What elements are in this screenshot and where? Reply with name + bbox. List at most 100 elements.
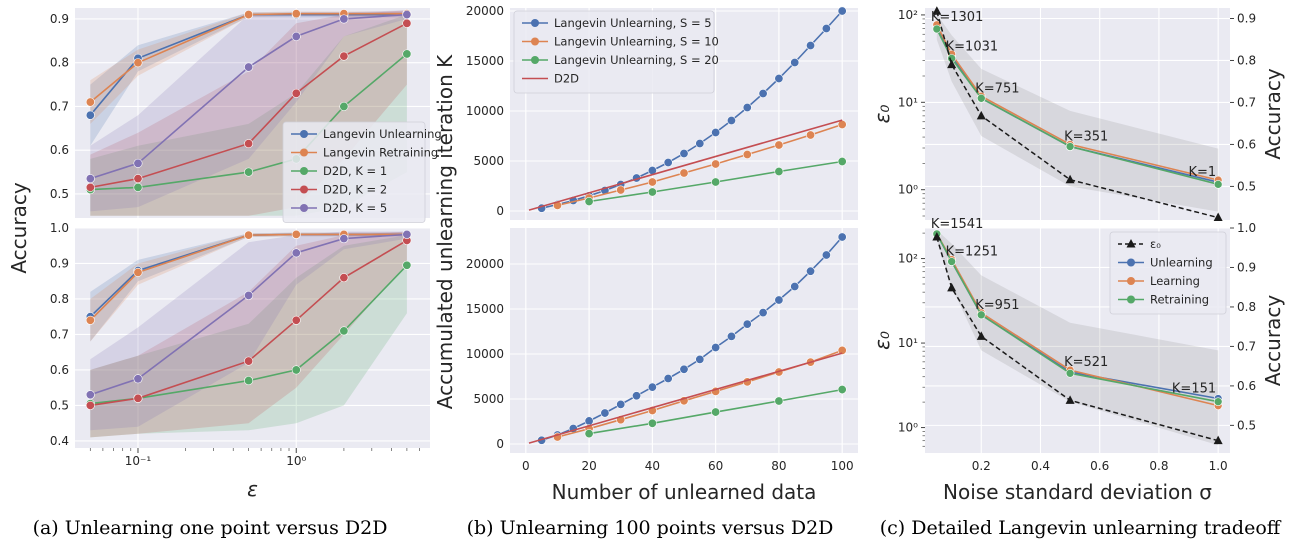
b_bottom-point-blue (632, 391, 642, 401)
a_top-band-orange (90, 11, 407, 124)
b_bottom-point-blue (806, 266, 816, 276)
b_top-point-orange (774, 140, 784, 150)
c_bottom-epsilon-marker (947, 282, 957, 292)
b_bottom-point-blue (821, 250, 831, 260)
b_top-point-blue (774, 74, 784, 84)
a_bottom-point-green (339, 326, 349, 336)
c_bottom-k-annotation: K=151 (1172, 382, 1216, 397)
b_top-point-blue (663, 158, 673, 168)
b_bottom-point-blue (742, 319, 752, 329)
a_bottom-ytick-label: 0.7 (50, 327, 69, 341)
a_bottom-ytick-label: 0.8 (50, 292, 69, 306)
b_top-legend-entry-label: D2D (554, 72, 579, 86)
b_bottom-ytick-label: 20000 (466, 257, 504, 271)
b_top-point-green (584, 197, 594, 207)
a_bottom-point-orange (133, 267, 143, 277)
b_top-point-orange (679, 168, 689, 178)
b_bottom-point-blue (600, 408, 610, 418)
b_top-point-blue (726, 116, 736, 126)
a_bottom-point-red (85, 400, 95, 410)
b_top-ytick-label: 10000 (466, 104, 504, 118)
b-ylabel: Accumulated unlearning iteration K (433, 54, 457, 409)
b_bottom-point-orange (837, 345, 847, 355)
b_top-point-green (774, 167, 784, 177)
c_bottom-legend-entry-label: ε₀ (1150, 237, 1161, 251)
c_bottom-epsilon-marker (976, 331, 986, 340)
a_top-point-purple (339, 14, 349, 24)
b_bottom-xtick-label: 100 (831, 459, 854, 473)
c_bottom-k-annotation: K=521 (1064, 355, 1108, 370)
a_bottom-point-green (402, 260, 412, 270)
a_bottom-point-red (339, 273, 349, 283)
a_top-legend-swatch-marker (300, 185, 308, 194)
a_bottom-band-green (90, 235, 407, 438)
a_top-point-purple (291, 31, 301, 41)
c_bottom-xtick-label: 0.8 (1149, 459, 1168, 473)
a_top-point-purple (244, 62, 254, 72)
a_top-point-red (402, 18, 412, 28)
caption-c: (c) Detailed Langevin unlearning tradeof… (880, 517, 1282, 539)
a_bottom-ytick-label: 1.0 (50, 221, 69, 235)
b_top-point-orange (806, 130, 816, 140)
b_bottom-xtick-label: 0 (522, 459, 530, 473)
a_top-ytick-label: 0.6 (50, 143, 69, 157)
b_top-ytick-label: 5000 (473, 154, 504, 168)
a_top-legend-entry-label: Langevin Retraining (323, 146, 438, 160)
b_top-point-blue (821, 23, 831, 33)
a_bottom-xtick-label: 10⁰ (286, 454, 306, 468)
a_top-point-orange (291, 9, 301, 19)
b_bottom-line-red (528, 352, 843, 444)
c_top-accuracy-band (936, 14, 1219, 212)
b_bottom-point-blue (837, 232, 847, 242)
c_top-ytick-label-left: 10⁰ (898, 183, 918, 197)
a_top-legend-swatch-marker (300, 148, 308, 157)
c_top-ytick-label-left: 10¹ (898, 95, 918, 109)
c_bottom-k-annotation: K=1251 (946, 245, 999, 260)
a_bottom-point-green (291, 365, 301, 375)
c_bottom-legend-swatch-marker (1126, 239, 1136, 248)
c_top-ytick-label-right: 0.5 (1237, 179, 1256, 193)
b_bottom-point-blue (616, 399, 626, 409)
a_top-point-blue (85, 110, 95, 120)
a_top-legend-frame (282, 121, 426, 223)
c_bottom-acc-point-green (1065, 368, 1075, 378)
c_top-ytick-label-left: 10² (898, 8, 918, 22)
c_top-left-ylabel: ε₀ (870, 105, 894, 124)
b_bottom-point-blue (774, 295, 784, 305)
panel-a-top: 0.5 0.6 0.7 0.8 0.9 Langevin Unlearning Langev… (50, 8, 442, 223)
panel-b-bottom: 0 5000 10000 15000 20000 0 20 40 60 80 100 Number o… (433, 54, 858, 504)
b_top-point-orange (742, 150, 752, 160)
b_top-ytick-label: 15000 (466, 54, 504, 68)
c_bottom-ytick-label-left: 10² (898, 252, 918, 266)
c_bottom-ytick-label-right: 0.7 (1237, 339, 1256, 353)
a_bottom-line-purple (90, 233, 407, 396)
a_top-line-green (90, 53, 408, 191)
b_top-point-blue (695, 139, 705, 149)
b_top-point-blue (742, 103, 752, 113)
a_bottom-point-purple (339, 234, 349, 244)
a_bottom-point-orange (244, 230, 254, 240)
a_top-legend-swatch-marker (300, 130, 308, 138)
b_top-point-green (647, 187, 657, 197)
c_top-ytick-label-right: 0.8 (1237, 53, 1256, 67)
c_top-ytick-label-right: 0.6 (1237, 137, 1256, 151)
a_bottom-background (75, 228, 430, 448)
b_top-point-blue (837, 6, 847, 16)
c_bottom-xtick-label: 0.2 (972, 459, 991, 473)
b_bottom-xtick-label: 60 (708, 459, 723, 473)
b_bottom-point-green (774, 396, 784, 406)
c_bottom-right-ylabel: Accuracy (1261, 295, 1285, 386)
a_top-point-orange (244, 10, 254, 20)
a_top-point-red (85, 182, 95, 192)
c_top-acc-point-green (1213, 180, 1223, 189)
panel-a-bottom: 0.4 0.5 0.6 0.7 0.8 0.9 1.0 10⁻¹ 10⁰ ε Accuracy (7, 182, 430, 501)
b_top-legend-entry-label: Langevin Unlearning, S = 10 (554, 35, 719, 49)
b_bottom-point-blue (790, 281, 800, 291)
b_top-point-blue (790, 57, 800, 67)
b_bottom-point-blue (663, 373, 673, 383)
a_top-point-purple (85, 174, 95, 184)
c_bottom-legend-frame (1109, 231, 1227, 315)
b_top-point-blue (711, 128, 721, 138)
c_bottom-k-annotation: K=951 (975, 298, 1019, 313)
a_top-legend-swatch-marker (300, 204, 308, 212)
